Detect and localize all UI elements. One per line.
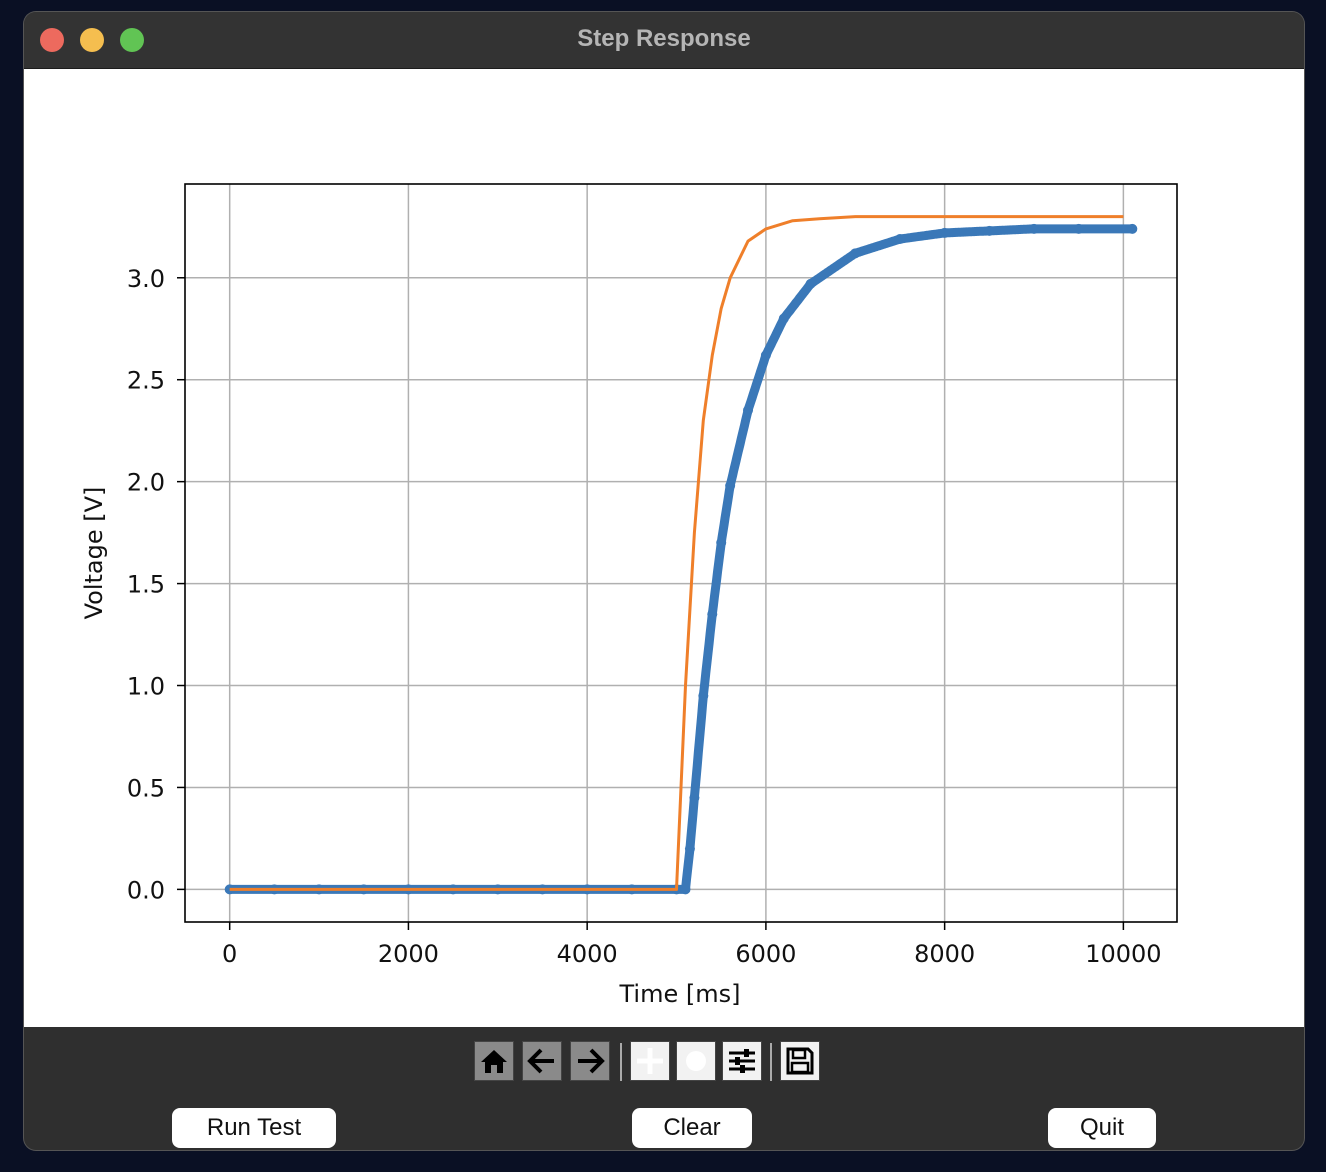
measured-point <box>850 248 861 259</box>
run-test-button[interactable]: Run Test <box>172 1108 336 1148</box>
back-arrow-icon <box>527 1048 554 1074</box>
measured-point <box>707 609 718 620</box>
x-tick-label: 6000 <box>735 940 796 968</box>
y-tick-label: 3.0 <box>127 265 165 293</box>
measured-point <box>684 843 695 854</box>
pan-icon <box>637 1048 663 1074</box>
y-tick-label: 0.0 <box>127 876 165 904</box>
measured-point <box>743 405 754 416</box>
measured-point <box>224 884 235 895</box>
measured-point <box>805 278 816 289</box>
pan-button[interactable] <box>630 1041 670 1081</box>
zoom-icon <box>686 1051 706 1071</box>
toolbar-separator <box>620 1043 622 1081</box>
y-tick-label: 0.5 <box>127 774 165 802</box>
plot-frame <box>184 183 1178 923</box>
y-tick-label: 2.0 <box>127 469 165 497</box>
configure-subplots-button[interactable] <box>722 1041 762 1081</box>
measured-point <box>984 225 995 236</box>
x-tick-label: 8000 <box>914 940 975 968</box>
maximize-window-button[interactable] <box>120 28 144 52</box>
measured-point <box>716 537 727 548</box>
measured-point <box>1073 223 1084 234</box>
figure-canvas[interactable]: 0.0 0.5 1.0 1.5 2.0 2.5 3.0 0 2000 4000 6000 8000 1… <box>24 69 1304 1027</box>
app-window: Step Response 0.0 0.5 1.0 1.5 2.0 2.5 3.0 0 200… <box>24 12 1304 1150</box>
minimize-window-button[interactable] <box>80 28 104 52</box>
zoom-button[interactable] <box>676 1041 716 1081</box>
forward-arrow-icon <box>578 1048 605 1074</box>
y-tick-label: 1.0 <box>127 673 165 701</box>
window-title: Step Response <box>577 25 751 52</box>
back-button[interactable] <box>522 1041 562 1081</box>
y-axis-ticks: 0.0 0.5 1.0 1.5 2.0 2.5 3.0 <box>127 265 185 904</box>
title-bar[interactable]: Step Response <box>24 12 1304 69</box>
model-line <box>229 215 1124 891</box>
measured-point <box>680 884 691 895</box>
save-icon <box>786 1047 814 1075</box>
series-layer <box>224 215 1138 895</box>
measured-point <box>689 792 700 803</box>
measured-point <box>760 350 771 361</box>
home-button[interactable] <box>474 1041 514 1081</box>
forward-button[interactable] <box>570 1041 610 1081</box>
close-window-button[interactable] <box>40 28 64 52</box>
x-tick-label: 10000 <box>1085 940 1161 968</box>
step-response-chart: 0.0 0.5 1.0 1.5 2.0 2.5 3.0 0 2000 4000 6000 8000 1… <box>80 183 1178 1008</box>
clear-button[interactable]: Clear <box>632 1108 752 1148</box>
x-tick-label: 2000 <box>378 940 439 968</box>
toolbar-separator <box>770 1043 772 1081</box>
model-series <box>229 215 1124 891</box>
measured-point <box>725 480 736 491</box>
y-tick-label: 2.5 <box>127 367 165 395</box>
measured-point <box>1127 223 1138 234</box>
measured-point <box>778 313 789 324</box>
home-icon <box>481 1050 507 1073</box>
configure-subplots-icon <box>729 1049 755 1073</box>
x-tick-label: 0 <box>222 940 237 968</box>
measured-point <box>1029 223 1040 234</box>
x-axis-ticks: 0 2000 4000 6000 8000 10000 <box>222 922 1162 968</box>
save-button[interactable] <box>780 1041 820 1081</box>
measured-point <box>894 234 905 245</box>
measured-point <box>698 690 709 701</box>
x-tick-label: 4000 <box>557 940 618 968</box>
x-axis-label: Time [ms] <box>619 980 741 1008</box>
measured-point <box>939 227 950 238</box>
y-tick-label: 1.5 <box>127 571 165 599</box>
quit-button[interactable]: Quit <box>1048 1108 1156 1148</box>
y-axis-label: Voltage [V] <box>80 487 108 620</box>
